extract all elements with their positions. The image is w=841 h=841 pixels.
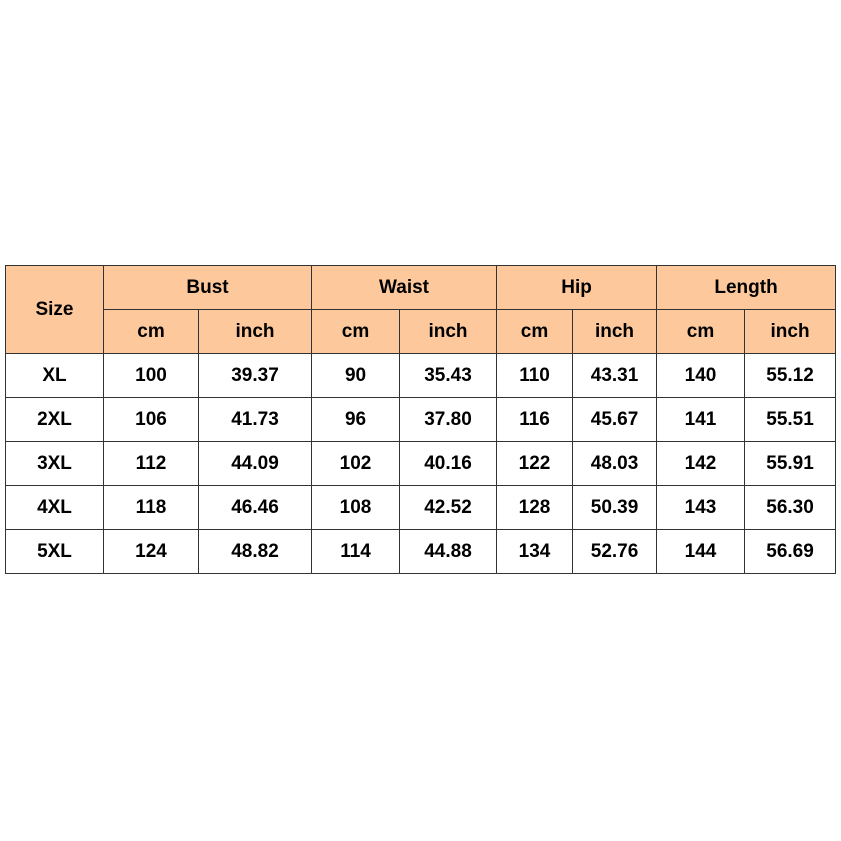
table-body: XL 100 39.37 90 35.43 110 43.31 140 55.12 2XL 106 4… [5, 353, 837, 574]
value-cell: 39.37 [197, 353, 313, 398]
value-cell: 122 [496, 441, 574, 486]
value-cell: 134 [496, 529, 574, 574]
unit-header: inch [399, 309, 498, 354]
unit-header: inch [197, 309, 313, 354]
value-cell: 44.88 [399, 529, 498, 574]
value-cell: 90 [311, 353, 401, 398]
value-cell: 128 [496, 485, 574, 530]
unit-header: inch [744, 309, 837, 354]
value-cell: 48.82 [197, 529, 313, 574]
size-cell: 2XL [5, 397, 104, 442]
size-cell: 4XL [5, 485, 104, 530]
value-cell: 52.76 [572, 529, 658, 574]
header-row: Size Bust Waist Hip Length [5, 265, 837, 354]
value-cell: 140 [656, 353, 746, 398]
value-cell: 142 [656, 441, 746, 486]
value-cell: 110 [496, 353, 574, 398]
value-cell: 42.52 [399, 485, 498, 530]
table-header: Size Bust Waist Hip Length cm inch cm inch cm in… [5, 265, 837, 354]
value-cell: 44.09 [197, 441, 313, 486]
unit-header: cm [496, 309, 574, 354]
value-cell: 48.03 [572, 441, 658, 486]
value-cell: 116 [496, 397, 574, 442]
table-row: 2XL 106 41.73 96 37.80 116 45.67 141 55.51 [5, 397, 837, 442]
group-header: Waist [311, 265, 498, 310]
group-header: Length [656, 265, 837, 310]
table-row: XL 100 39.37 90 35.43 110 43.31 140 55.12 [5, 353, 837, 398]
size-cell: 5XL [5, 529, 104, 574]
size-cell: 3XL [5, 441, 104, 486]
value-cell: 106 [103, 397, 199, 442]
table-row: 4XL 118 46.46 108 42.52 128 50.39 143 56.30 [5, 485, 837, 530]
value-cell: 118 [103, 485, 199, 530]
value-cell: 144 [656, 529, 746, 574]
group-header: Bust [102, 265, 313, 310]
value-cell: 46.46 [197, 485, 313, 530]
value-cell: 41.73 [197, 397, 313, 442]
group-header: Hip [496, 265, 658, 310]
unit-header: cm [103, 309, 199, 354]
size-header: Size [5, 265, 104, 354]
value-cell: 141 [656, 397, 746, 442]
value-cell: 55.91 [744, 441, 837, 486]
value-cell: 40.16 [399, 441, 498, 486]
value-cell: 112 [103, 441, 199, 486]
value-cell: 56.30 [744, 485, 837, 530]
value-cell: 55.51 [744, 397, 837, 442]
value-cell: 45.67 [572, 397, 658, 442]
unit-header: inch [572, 309, 658, 354]
value-cell: 114 [311, 529, 401, 574]
unit-header: cm [656, 309, 746, 354]
unit-header: cm [311, 309, 401, 354]
value-cell: 102 [311, 441, 401, 486]
value-cell: 108 [311, 485, 401, 530]
value-cell: 124 [103, 529, 199, 574]
value-cell: 96 [311, 397, 401, 442]
value-cell: 56.69 [744, 529, 837, 574]
value-cell: 37.80 [399, 397, 498, 442]
value-cell: 55.12 [744, 353, 837, 398]
table-row: 5XL 124 48.82 114 44.88 134 52.76 144 56.69 [5, 529, 837, 574]
size-cell: XL [5, 353, 104, 398]
value-cell: 35.43 [399, 353, 498, 398]
value-cell: 43.31 [572, 353, 658, 398]
size-table: Size Bust Waist Hip Length cm inch cm inch cm in… [5, 265, 837, 574]
value-cell: 143 [656, 485, 746, 530]
value-cell: 50.39 [572, 485, 658, 530]
header-row: cm inch cm inch cm inch cm inch [6, 309, 837, 354]
table-row: 3XL 112 44.09 102 40.16 122 48.03 142 55.91 [5, 441, 837, 486]
value-cell: 100 [103, 353, 199, 398]
